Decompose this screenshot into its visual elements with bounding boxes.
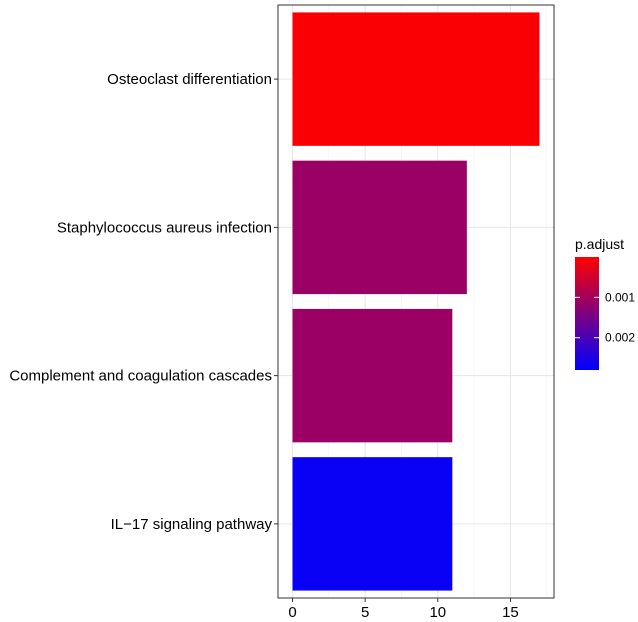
x-tick-label: 10 (429, 604, 446, 621)
x-tick-label: 15 (502, 604, 519, 621)
x-tick-label: 5 (361, 604, 369, 621)
bar (292, 457, 453, 591)
y-tick-label: IL−17 signaling pathway (111, 516, 273, 533)
legend: p.adjust 0.001 0.002 (575, 236, 635, 370)
y-tick-label: Staphylococcus aureus infection (57, 219, 272, 236)
legend-colorbar (575, 257, 599, 370)
y-tick-label: Complement and coagulation cascades (9, 368, 272, 385)
x-tick-label: 0 (288, 604, 296, 621)
legend-tick-label: 0.002 (605, 331, 635, 345)
panel-border (277, 4, 555, 599)
legend-ticks: 0.001 0.002 (575, 290, 635, 345)
y-axis: Osteoclast differentiation Staphylococcus… (9, 71, 278, 533)
bar (292, 160, 467, 295)
bars (292, 12, 540, 591)
y-tick-label: Osteoclast differentiation (107, 71, 272, 88)
legend-title: p.adjust (575, 236, 624, 252)
x-axis: 0 5 10 15 (288, 598, 519, 621)
bar (292, 308, 453, 443)
bar (292, 12, 540, 146)
legend-tick-label: 0.001 (605, 290, 635, 304)
